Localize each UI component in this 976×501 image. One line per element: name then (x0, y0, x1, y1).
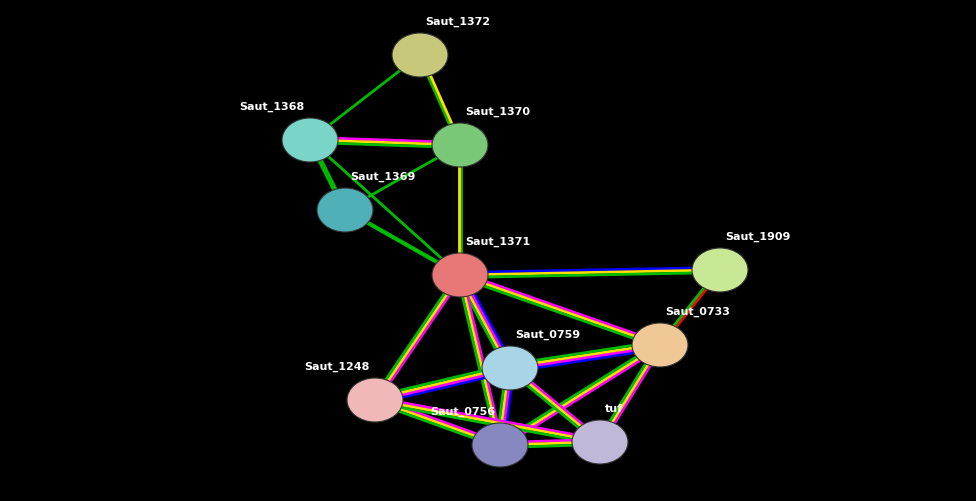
Text: Saut_1909: Saut_1909 (725, 232, 791, 242)
Ellipse shape (347, 378, 403, 422)
Text: Saut_1370: Saut_1370 (465, 107, 530, 117)
Ellipse shape (282, 118, 338, 162)
Ellipse shape (317, 188, 373, 232)
Text: Saut_1368: Saut_1368 (240, 102, 305, 112)
Ellipse shape (432, 253, 488, 297)
Ellipse shape (482, 346, 538, 390)
Ellipse shape (472, 423, 528, 467)
Ellipse shape (392, 33, 448, 77)
Text: Saut_0759: Saut_0759 (515, 330, 580, 340)
Ellipse shape (692, 248, 748, 292)
Text: Saut_0756: Saut_0756 (429, 407, 495, 417)
Text: Saut_1371: Saut_1371 (465, 237, 530, 247)
Text: Saut_0733: Saut_0733 (665, 307, 730, 317)
Text: Saut_1372: Saut_1372 (425, 17, 490, 27)
Text: Saut_1369: Saut_1369 (350, 172, 416, 182)
Ellipse shape (432, 123, 488, 167)
Text: tuf: tuf (605, 404, 623, 414)
Ellipse shape (632, 323, 688, 367)
Text: Saut_1248: Saut_1248 (305, 362, 370, 372)
Ellipse shape (572, 420, 628, 464)
